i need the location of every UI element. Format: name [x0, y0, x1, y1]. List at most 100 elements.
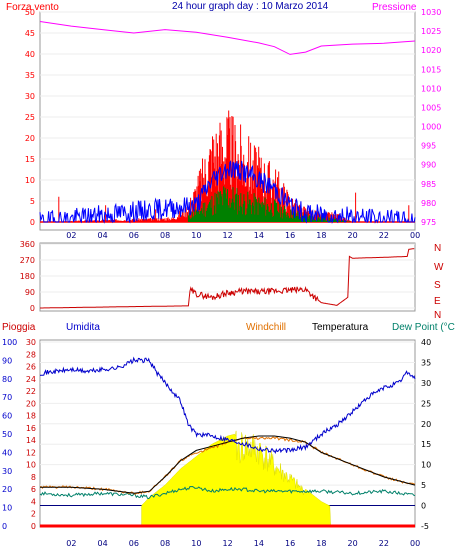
- wind-direction-line: [40, 248, 415, 309]
- x-tick-label-0-14: 14: [254, 231, 264, 240]
- temp-tick-label: 20: [421, 420, 431, 429]
- rain-tick-label: 18: [26, 412, 36, 421]
- humidity-tick-label: 90: [2, 356, 12, 365]
- direction-tick-label: 270: [20, 256, 35, 265]
- wind-gust-bars: [187, 186, 352, 222]
- pressure-tick-label: 1005: [421, 103, 441, 112]
- rain-tick-label: 26: [26, 363, 36, 372]
- wind-tick-label: 0: [30, 218, 35, 227]
- direction-tick-label: 360: [20, 240, 35, 249]
- x-tick-label-0-10: 10: [191, 231, 201, 240]
- wind-tick-label: 45: [25, 29, 35, 38]
- rain-tick-label: 12: [26, 448, 36, 457]
- x-tick-label-0-22: 22: [379, 231, 389, 240]
- temp-tick-label: 15: [421, 440, 431, 449]
- rain-tick-label: 30: [26, 338, 36, 347]
- x-tick-label-0-20: 20: [348, 231, 358, 240]
- pressure-tick-label: 990: [421, 161, 436, 170]
- x-tick-label-2-16: 16: [285, 539, 295, 548]
- direction-tick-label: 180: [20, 272, 35, 281]
- solar-area: [141, 430, 331, 527]
- wind-average-line: [39, 160, 416, 224]
- windchill-label: Windchill: [246, 322, 286, 333]
- humidity-tick-label: 70: [2, 393, 12, 402]
- humidity-tick-label: 50: [2, 430, 12, 439]
- x-tick-label-2-04: 04: [98, 539, 108, 548]
- temp-tick-label: -5: [421, 522, 429, 531]
- temp-tick-label: 40: [421, 338, 431, 347]
- wind-tick-label: 10: [25, 176, 35, 185]
- humidity-tick-label: 60: [2, 412, 12, 421]
- x-tick-label-2-20: 20: [348, 539, 358, 548]
- x-tick-label-0-00: 00: [410, 231, 420, 240]
- dewpoint-label: Dew Point (°C: [392, 322, 455, 333]
- x-tick-label-0-06: 06: [129, 231, 139, 240]
- temperature-line: [40, 435, 416, 494]
- rain-tick-label: 8: [31, 473, 36, 482]
- humidity-label: Umidita: [66, 322, 100, 333]
- wind-tick-label: 5: [30, 197, 35, 206]
- chart-title: 24 hour graph day : 10 Marzo 2014: [172, 1, 329, 12]
- pressure-tick-label: 995: [421, 142, 436, 151]
- series-lines: [39, 21, 416, 528]
- wind-axis-label: Forza vento: [6, 2, 59, 13]
- pressure-tick-label: 1000: [421, 123, 441, 132]
- pressure-tick-label: 1030: [421, 8, 441, 17]
- x-tick-label-0-02: 02: [66, 231, 76, 240]
- humidity-tick-label: 40: [2, 448, 12, 457]
- temp-tick-label: 30: [421, 379, 431, 388]
- temp-tick-label: 10: [421, 461, 431, 470]
- rain-tick-label: 10: [26, 461, 36, 470]
- rain-tick-label: 22: [26, 387, 36, 396]
- humidity-tick-label: 30: [2, 467, 12, 476]
- humidity-tick-label: 100: [2, 338, 17, 347]
- temp-tick-label: 25: [421, 399, 431, 408]
- dewpoint-line: [39, 485, 416, 500]
- x-tick-label-0-04: 04: [98, 231, 108, 240]
- direction-letter-n-bottom: N: [434, 310, 441, 321]
- pressure-tick-label: 1015: [421, 65, 441, 74]
- x-tick-label-2-06: 06: [129, 539, 139, 548]
- humidity-tick-label: 0: [2, 522, 7, 531]
- x-tick-label-0-18: 18: [316, 231, 326, 240]
- rain-tick-label: 28: [26, 350, 36, 359]
- x-tick-label-2-14: 14: [254, 539, 264, 548]
- wind-tick-label: 50: [25, 8, 35, 17]
- direction-panel-frame: [39, 242, 416, 312]
- rain-tick-label: 2: [31, 510, 36, 519]
- rain-tick-label: 14: [26, 436, 36, 445]
- x-tick-label-2-00: 00: [410, 539, 420, 548]
- rain-tick-label: 16: [26, 424, 36, 433]
- pressure-tick-label: 975: [421, 218, 436, 227]
- rain-tick-label: 20: [26, 399, 36, 408]
- temp-tick-label: 0: [421, 502, 426, 511]
- pressure-line: [39, 21, 416, 55]
- pressure-tick-label: 1020: [421, 46, 441, 55]
- temp-tick-label: 35: [421, 358, 431, 367]
- direction-letter-n-top: N: [434, 243, 441, 254]
- pressure-axis-label: Pressione: [372, 2, 417, 13]
- rain-label: Pioggia: [2, 322, 36, 333]
- x-tick-label-0-12: 12: [223, 231, 233, 240]
- x-tick-label-0-16: 16: [285, 231, 295, 240]
- rain-tick-label: 6: [31, 485, 36, 494]
- wind-tick-label: 40: [25, 50, 35, 59]
- direction-tick-label: 90: [25, 288, 35, 297]
- wind-tick-label: 25: [25, 113, 35, 122]
- wind-tick-label: 35: [25, 71, 35, 80]
- solar-radiation-area: [141, 430, 331, 527]
- x-tick-label-2-18: 18: [316, 539, 326, 548]
- x-tick-label-2-08: 08: [160, 539, 170, 548]
- humidity-line: [39, 356, 416, 454]
- x-tick-label-2-12: 12: [223, 539, 233, 548]
- pressure-tick-label: 985: [421, 180, 436, 189]
- humidity-tick-label: 20: [2, 485, 12, 494]
- pressure-tick-label: 1010: [421, 84, 441, 93]
- rain-tick-label: 4: [31, 497, 36, 506]
- rain-tick-label: 24: [26, 375, 36, 384]
- temp-tick-label: 5: [421, 481, 426, 490]
- pressure-tick-label: 1025: [421, 27, 441, 36]
- x-tick-label-2-10: 10: [191, 539, 201, 548]
- direction-letter-e: E: [434, 296, 441, 307]
